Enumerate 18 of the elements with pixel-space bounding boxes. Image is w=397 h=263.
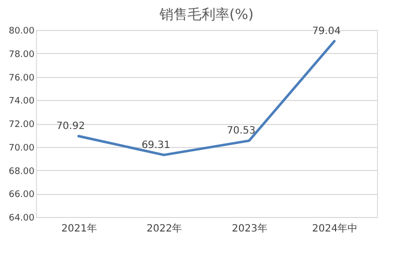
y-tick-label: 76.00: [8, 73, 35, 84]
data-label: 69.31: [142, 140, 170, 151]
y-tick-label: 78.00: [8, 50, 35, 60]
x-tick-label: 2021年: [61, 222, 97, 234]
y-tick-label: 64.00: [8, 214, 35, 224]
y-tick-label: 74.00: [8, 96, 35, 107]
chart-title: 销售毛利率(%): [158, 7, 254, 23]
x-tick-label: 2022年: [146, 222, 182, 234]
x-tick-label: 2023年: [232, 222, 268, 234]
y-tick-label: 80.00: [8, 26, 35, 36]
y-tick-label: 68.00: [8, 166, 35, 177]
y-tick-label: 66.00: [8, 190, 35, 200]
y-tick-label: 72.00: [8, 120, 35, 130]
data-label: 70.53: [226, 126, 256, 137]
y-tick-label: 70.00: [8, 143, 35, 154]
data-label: 70.92: [56, 121, 85, 132]
data-label: 79.04: [312, 26, 341, 38]
x-tick-label: 2024年中: [312, 222, 358, 234]
